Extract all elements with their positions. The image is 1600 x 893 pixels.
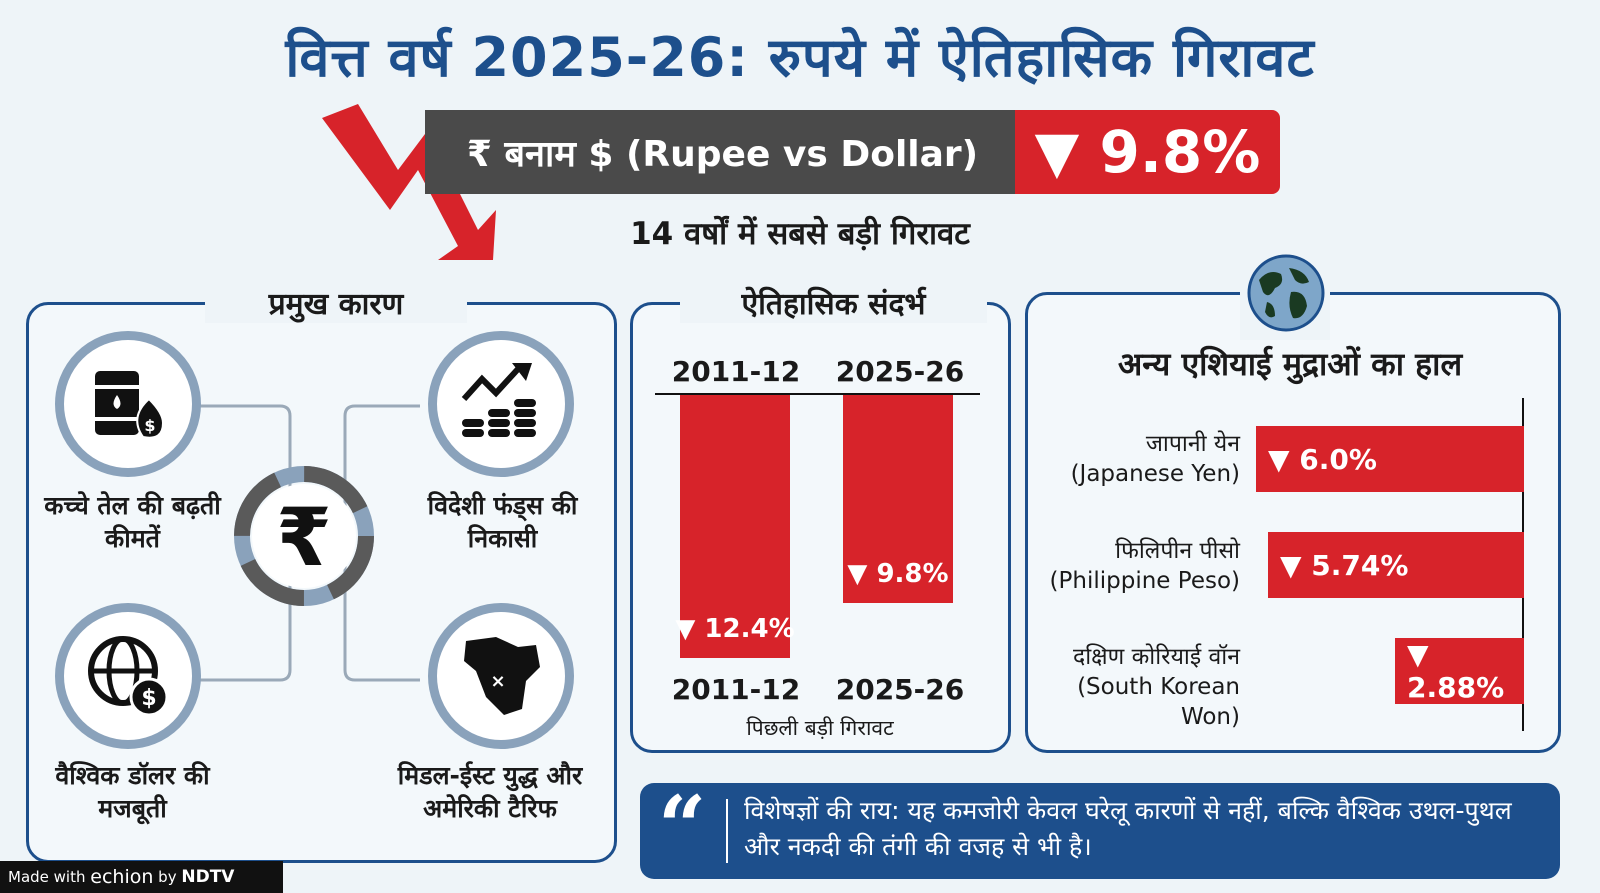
- rupee-fall-value: ▼ 9.8%: [1015, 110, 1280, 194]
- svg-text:$: $: [144, 416, 155, 435]
- rupee-symbol-icon: ₹: [234, 466, 374, 606]
- cause-label-funds: विदेशी फंड्स की निकासी: [427, 491, 578, 553]
- cause-circle-war: ×: [428, 603, 574, 749]
- history-category-1: 2011-12: [671, 673, 801, 706]
- quote-mark-icon: “: [658, 777, 707, 876]
- by-text: by: [158, 868, 177, 886]
- history-divider: [655, 393, 980, 395]
- currency-name-en: (Philippine Peso): [1049, 567, 1240, 594]
- asia-bar-won: ▼ 2.88%: [1395, 638, 1524, 704]
- quote-divider: [726, 799, 728, 863]
- expert-quote-box: “ विशेषज्ञों की राय: यह कमजोरी केवल घरेल…: [640, 777, 1560, 879]
- currency-name-hi: जापानी येन: [1145, 431, 1240, 457]
- echion-logo: echion: [90, 866, 154, 888]
- globe-icon: [1247, 254, 1325, 332]
- currency-name-en: (South Korean Won): [1077, 673, 1240, 730]
- subtitle: 14 वर्षों में सबसे बड़ी गिरावट: [630, 216, 970, 252]
- causes-title: प्रमुख कारण: [205, 282, 467, 323]
- currency-label-yen: जापानी येन (Japanese Yen): [1030, 430, 1240, 490]
- history-bar-2025-26: [843, 395, 953, 603]
- history-header-2: 2025-26: [835, 355, 965, 388]
- connector-lines: [200, 404, 420, 682]
- history-title: ऐतिहासिक संदर्भ: [680, 282, 987, 323]
- history-bar-2011-12: [680, 395, 790, 658]
- currency-name-hi: दक्षिण कोरियाई वॉन: [1073, 644, 1240, 670]
- svg-text:×: ×: [490, 671, 505, 692]
- currency-name-hi: फिलिपीन पीसो: [1115, 538, 1240, 564]
- history-bar-label-2025-26: ▼ 9.8%: [847, 559, 949, 589]
- made-with-badge: Made with echion by NDTV: [0, 861, 283, 893]
- asia-bar-peso: ▼ 5.74%: [1268, 532, 1524, 598]
- oil-barrel-icon: $: [95, 371, 165, 439]
- cause-label-dollar: वैश्विक डॉलर की मजबूती: [55, 761, 210, 823]
- page-title: वित्त वर्ष 2025-26: रुपये में ऐतिहासिक ग…: [285, 26, 1315, 89]
- ndtv-logo: NDTV: [181, 867, 235, 887]
- history-category-2: 2025-26: [835, 673, 965, 706]
- made-with-text: Made with: [8, 868, 86, 886]
- falling-arrow-icon: [322, 104, 496, 260]
- cause-circle-dollar: $: [55, 603, 201, 749]
- rising-coins-icon: [461, 363, 536, 437]
- middle-east-map-icon: ×: [464, 637, 540, 715]
- rupee-vs-dollar-banner: ₹ बनाम $ (Rupee vs Dollar): [425, 110, 1020, 194]
- currency-label-won: दक्षिण कोरियाई वॉन (South Korean Won): [1030, 643, 1240, 733]
- cause-circle-funds: [428, 331, 574, 477]
- history-header-1: 2011-12: [671, 355, 801, 388]
- svg-text:₹: ₹: [276, 491, 332, 584]
- history-caption: पिछली बड़ी गिरावट: [746, 716, 894, 740]
- svg-text:$: $: [141, 686, 156, 711]
- asia-title: अन्य एशियाई मुद्राओं का हाल: [1117, 345, 1463, 383]
- cause-label-oil: कच्चे तेल की बढ़ती कीमतें: [44, 491, 221, 553]
- globe-dollar-icon: $: [88, 636, 169, 717]
- cause-circle-oil: $: [55, 331, 201, 477]
- asia-bar-yen: ▼ 6.0%: [1256, 426, 1524, 492]
- currency-name-en: (Japanese Yen): [1070, 460, 1240, 487]
- history-bar-label-2011-12: ▼ 12.4%: [675, 614, 795, 644]
- cause-label-war: मिडल-ईस्ट युद्ध और अमेरिकी टैरिफ: [397, 761, 583, 823]
- currency-label-peso: फिलिपीन पीसो (Philippine Peso): [1030, 537, 1240, 597]
- quote-text: विशेषज्ञों की राय: यह कमजोरी केवल घरेलू …: [744, 796, 1512, 862]
